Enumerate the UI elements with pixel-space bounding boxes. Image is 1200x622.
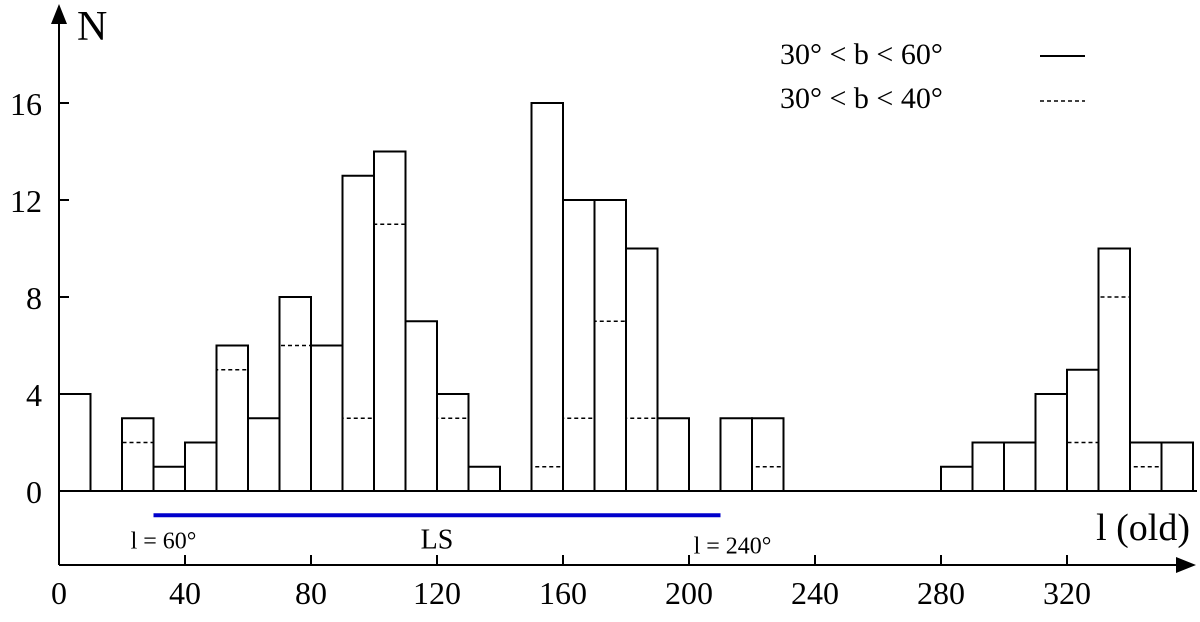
histogram-bar	[562, 199, 596, 491]
ls-end-label: l = 240°	[694, 533, 772, 559]
histogram-bar	[341, 174, 375, 491]
histogram-bar	[1066, 441, 1100, 491]
histogram-bar	[593, 199, 627, 491]
histogram-bar	[625, 417, 659, 491]
histogram-bar	[971, 441, 1005, 491]
histogram-bar	[373, 150, 407, 491]
histogram-bar	[1003, 441, 1037, 491]
histogram-bar	[152, 465, 186, 491]
histogram-bar	[656, 417, 690, 491]
histogram-bar	[1097, 247, 1131, 491]
histogram-bar	[1066, 368, 1100, 491]
x-tick-label: 40	[169, 575, 201, 611]
histogram-bar	[310, 344, 344, 491]
legend: 30° < b < 60° 30° < b < 40°	[780, 38, 1085, 115]
y-tick-label: 0	[26, 474, 42, 510]
histogram-bar	[625, 247, 659, 491]
x-tick-label: 200	[665, 575, 713, 611]
ls-start-label: l = 60°	[131, 528, 197, 554]
legend-entry-solid-label: 30° < b < 60°	[780, 38, 943, 71]
x-tick-label: 320	[1043, 575, 1091, 611]
histogram-bar	[58, 393, 92, 491]
histogram-bar	[121, 417, 155, 491]
histogram-bar	[530, 466, 564, 491]
histogram-bar	[58, 393, 92, 491]
histogram-bar	[1129, 466, 1163, 491]
histogram-bar	[341, 417, 375, 491]
histogram-bar	[719, 417, 753, 491]
histogram-bar	[436, 417, 470, 491]
y-tick-label: 12	[10, 183, 42, 219]
histogram-bar	[1097, 296, 1131, 491]
x-tick-label: 160	[539, 575, 587, 611]
histogram-bar	[404, 320, 438, 491]
x-tick-label: 80	[295, 575, 327, 611]
x-tick-label: 280	[917, 575, 965, 611]
histogram-bar	[247, 417, 281, 491]
histogram-bar	[121, 441, 155, 491]
y-tick-label: 8	[26, 280, 42, 316]
histogram-bar	[152, 466, 186, 491]
histogram-bar	[215, 344, 249, 491]
histogram-bar	[373, 223, 407, 491]
x-axis-arrow	[1176, 557, 1196, 573]
histogram-bar	[751, 417, 785, 491]
y-ticks: 0 4 8 12 16	[10, 86, 69, 510]
y-axis-label: N	[77, 4, 107, 50]
histogram-bar	[278, 344, 312, 491]
histogram-bar	[562, 417, 596, 491]
histogram-bar	[751, 466, 785, 491]
x-tick-label: 120	[413, 575, 461, 611]
series-dashed	[58, 223, 1163, 491]
ls-label: LS	[421, 524, 454, 555]
histogram-bar	[436, 393, 470, 491]
x-ticks: 0 40 80 120 160 200 240 280 320	[51, 555, 1091, 611]
x-tick-label: 0	[51, 575, 67, 611]
legend-entry-dashed-label: 30° < b < 40°	[780, 82, 943, 115]
histogram-bar	[530, 102, 564, 491]
x-axis-label: l (old)	[1096, 507, 1190, 549]
histogram-bar	[1034, 393, 1068, 491]
y-tick-label: 16	[10, 86, 42, 122]
histogram-bar	[940, 465, 974, 491]
x-tick-label: 240	[791, 575, 839, 611]
histogram-bar	[215, 369, 249, 491]
histogram-bar	[593, 320, 627, 491]
y-tick-label: 4	[26, 377, 42, 413]
ls-annotation: LS l = 60° l = 240°	[131, 513, 772, 559]
histogram-bar	[404, 320, 438, 491]
histogram-bar	[1160, 441, 1194, 491]
histogram-bar	[278, 296, 312, 491]
histogram-bar	[247, 417, 281, 491]
histogram-bar	[184, 441, 218, 491]
y-axis-arrow	[51, 4, 67, 24]
histogram-bar	[467, 465, 501, 491]
histogram-bar	[184, 441, 218, 491]
